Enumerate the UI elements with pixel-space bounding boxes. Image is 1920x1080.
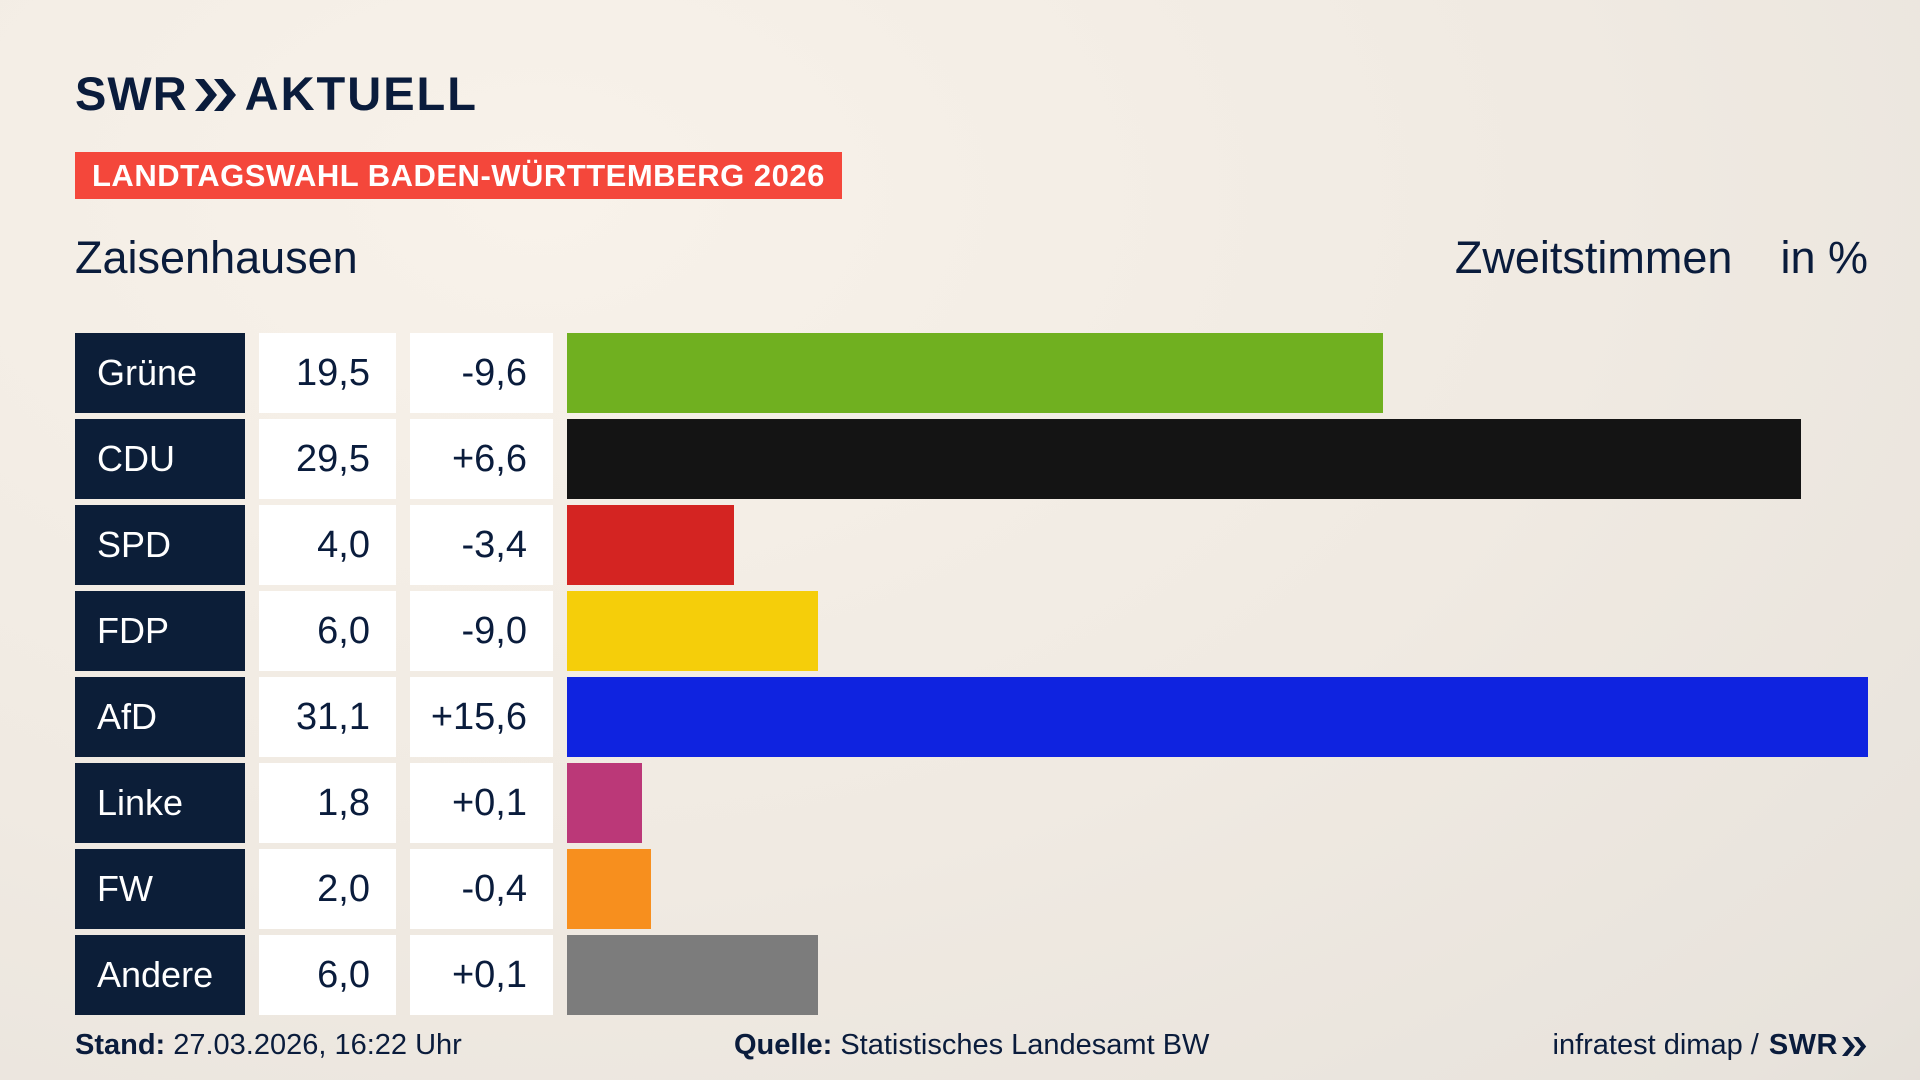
party-bar bbox=[567, 333, 1383, 413]
bar-track bbox=[567, 591, 1868, 671]
party-label: FDP bbox=[75, 591, 245, 671]
credit-swr-text: SWR bbox=[1768, 1029, 1838, 1061]
chart-rows: Grüne 19,5 -9,6 CDU 29,5 +6,6 SPD 4,0 -3… bbox=[75, 333, 1868, 1015]
footer: Stand: 27.03.2026, 16:22 Uhr Quelle: Stati… bbox=[75, 1028, 1868, 1066]
party-value: 29,5 bbox=[259, 419, 396, 499]
title-row: Zaisenhausen Zweitstimmen in % bbox=[75, 232, 1868, 284]
swr-logo-text: SWR bbox=[75, 67, 188, 120]
bar-track bbox=[567, 935, 1868, 1015]
party-change: +0,1 bbox=[410, 935, 553, 1015]
chart-row: AfD 31,1 +15,6 bbox=[75, 677, 1868, 757]
party-bar bbox=[567, 591, 818, 671]
bar-track bbox=[567, 333, 1868, 413]
credit-text: infratest dimap / bbox=[1552, 1029, 1759, 1061]
party-label: AfD bbox=[75, 677, 245, 757]
party-label: Andere bbox=[75, 935, 245, 1015]
chart-row: Linke 1,8 +0,1 bbox=[75, 763, 1868, 843]
party-value: 1,8 bbox=[259, 763, 396, 843]
stand-timestamp: Stand: 27.03.2026, 16:22 Uhr bbox=[75, 1028, 462, 1062]
source-value: Statistisches Landesamt BW bbox=[840, 1029, 1210, 1061]
party-value: 2,0 bbox=[259, 849, 396, 929]
chart-row: Grüne 19,5 -9,6 bbox=[75, 333, 1868, 413]
source-label: Quelle: bbox=[734, 1029, 833, 1061]
party-bar bbox=[567, 935, 818, 1015]
party-bar bbox=[567, 677, 1868, 757]
bar-track bbox=[567, 849, 1868, 929]
election-badge: LANDTAGSWAHL BADEN-WÜRTTEMBERG 2026 bbox=[75, 152, 842, 199]
party-bar bbox=[567, 763, 643, 843]
party-bar bbox=[567, 849, 651, 929]
party-value: 19,5 bbox=[259, 333, 396, 413]
credit-note: infratest dimap / SWR bbox=[1553, 1028, 1869, 1062]
source-note: Quelle: Statistisches Landesamt BW bbox=[734, 1028, 1209, 1062]
chart-row: Andere 6,0 +0,1 bbox=[75, 935, 1868, 1015]
chart-row: FW 2,0 -0,4 bbox=[75, 849, 1868, 929]
swr-aktuell-logo: SWR AKTUELL bbox=[75, 0, 1868, 117]
bar-track bbox=[567, 505, 1868, 585]
party-change: +0,1 bbox=[410, 763, 553, 843]
party-label: Grüne bbox=[75, 333, 245, 413]
bar-track bbox=[567, 677, 1868, 757]
measure-label: Zweitstimmen bbox=[1454, 232, 1733, 283]
chart-row: CDU 29,5 +6,6 bbox=[75, 419, 1868, 499]
bar-track bbox=[567, 419, 1868, 499]
party-change: -9,0 bbox=[410, 591, 553, 671]
credit-swr-logo: SWR bbox=[1769, 1028, 1868, 1062]
unit-label: in % bbox=[1780, 232, 1868, 283]
party-label: CDU bbox=[75, 419, 245, 499]
party-value: 6,0 bbox=[259, 935, 396, 1015]
party-bar bbox=[567, 505, 735, 585]
party-change: +15,6 bbox=[410, 677, 553, 757]
party-change: -3,4 bbox=[410, 505, 553, 585]
party-bar bbox=[567, 419, 1802, 499]
party-label: Linke bbox=[75, 763, 245, 843]
double-chevron-right-icon bbox=[1842, 1037, 1868, 1056]
party-value: 4,0 bbox=[259, 505, 396, 585]
party-value: 6,0 bbox=[259, 591, 396, 671]
party-change: +6,6 bbox=[410, 419, 553, 499]
party-label: FW bbox=[75, 849, 245, 929]
party-change: -9,6 bbox=[410, 333, 553, 413]
chart-row: FDP 6,0 -9,0 bbox=[75, 591, 1868, 671]
page-title: Zaisenhausen bbox=[75, 232, 358, 283]
stand-value: 27.03.2026, 16:22 Uhr bbox=[173, 1029, 462, 1061]
bar-track bbox=[567, 763, 1868, 843]
party-change: -0,4 bbox=[410, 849, 553, 929]
measure-title: Zweitstimmen in % bbox=[1455, 232, 1868, 284]
party-value: 31,1 bbox=[259, 677, 396, 757]
double-chevron-right-icon bbox=[194, 78, 239, 111]
party-label: SPD bbox=[75, 505, 245, 585]
stand-label: Stand: bbox=[75, 1029, 166, 1061]
chart-row: SPD 4,0 -3,4 bbox=[75, 505, 1868, 585]
aktuell-logo-text: AKTUELL bbox=[244, 67, 478, 120]
